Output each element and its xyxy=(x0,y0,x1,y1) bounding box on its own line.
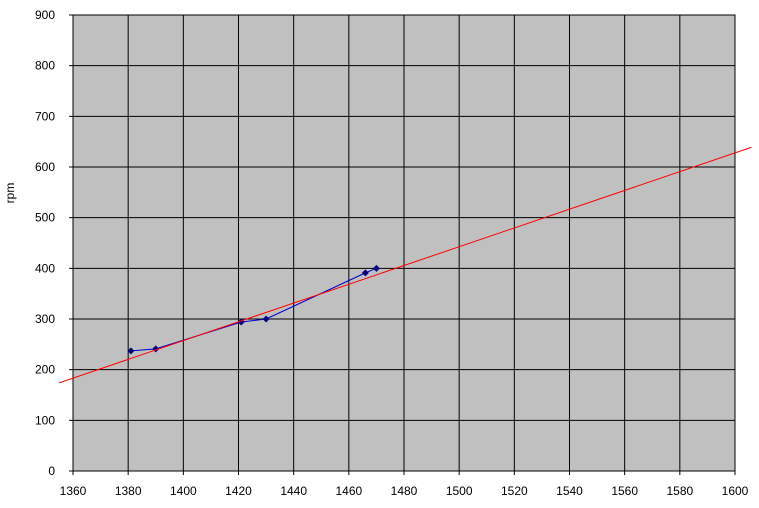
series-line xyxy=(59,146,752,384)
y-tick-label: 800 xyxy=(35,59,55,73)
data-point xyxy=(127,347,135,355)
x-tick-label: 1480 xyxy=(391,484,418,498)
x-tick-label: 1580 xyxy=(666,484,693,498)
y-axis-label: rpm xyxy=(3,183,17,204)
y-tick-label: 500 xyxy=(35,211,55,225)
x-tick-label: 1460 xyxy=(335,484,362,498)
y-tick-label: 900 xyxy=(35,8,55,22)
x-tick-label: 1540 xyxy=(556,484,583,498)
y-tick-label: 100 xyxy=(35,413,55,427)
x-tick-label: 1400 xyxy=(170,484,197,498)
y-tick-label: 200 xyxy=(35,363,55,377)
data-point xyxy=(361,269,369,277)
x-tick-label: 1420 xyxy=(225,484,252,498)
x-tick-label: 1440 xyxy=(280,484,307,498)
y-tick-label: 0 xyxy=(48,464,55,478)
y-tick-label: 300 xyxy=(35,312,55,326)
y-tick-label: 600 xyxy=(35,160,55,174)
x-tick-label: 1560 xyxy=(611,484,638,498)
x-tick-label: 1360 xyxy=(60,484,87,498)
y-tick-label: 400 xyxy=(35,261,55,275)
data-point xyxy=(372,264,380,272)
y-tick-label: 700 xyxy=(35,109,55,123)
x-tick-label: 1380 xyxy=(115,484,142,498)
x-tick-label: 1600 xyxy=(722,484,749,498)
x-tick-label: 1500 xyxy=(446,484,473,498)
data-point xyxy=(262,315,270,323)
x-tick-label: 1520 xyxy=(501,484,528,498)
